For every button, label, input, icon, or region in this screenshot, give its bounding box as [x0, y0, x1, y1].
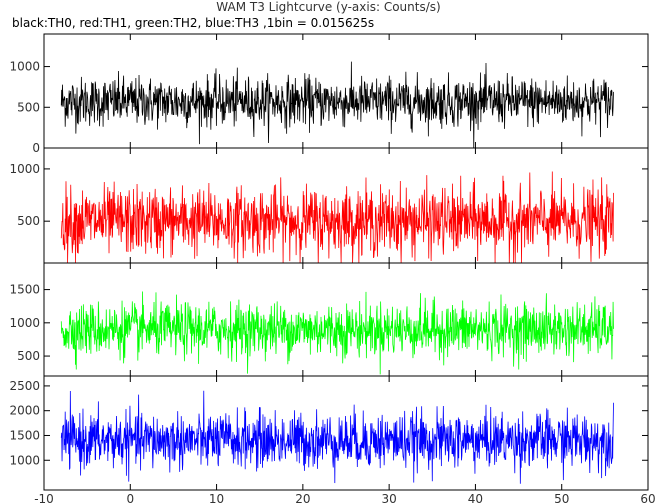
y-tick-label: 500 — [17, 349, 40, 363]
x-tick-label: 60 — [640, 492, 655, 504]
x-tick-label: 10 — [209, 492, 224, 504]
series-line-th0 — [60, 61, 614, 149]
x-tick-label: 30 — [382, 492, 397, 504]
y-tick-label: 1000 — [9, 162, 40, 176]
y-tick-label: 500 — [17, 100, 40, 114]
x-tick-label: 40 — [468, 492, 483, 504]
x-tick-label: 0 — [126, 492, 134, 504]
y-tick-label: 1500 — [9, 428, 40, 442]
y-tick-label: 1000 — [9, 60, 40, 74]
x-tick-label: 50 — [554, 492, 569, 504]
series-line-th3 — [60, 390, 614, 484]
y-tick-label: 2500 — [9, 379, 40, 393]
y-tick-label: 0 — [32, 141, 40, 155]
y-tick-label: 500 — [17, 214, 40, 228]
y-tick-label: 2000 — [9, 404, 40, 418]
panel-frame-3 — [43, 375, 649, 491]
y-tick-label: 1500 — [9, 283, 40, 297]
x-tick-label: -10 — [34, 492, 54, 504]
x-tick-label: 20 — [295, 492, 310, 504]
chart-title: WAM T3 Lightcurve (y-axis: Counts/s) — [216, 0, 441, 14]
series-line-th1 — [60, 171, 614, 264]
chart-subtitle: black:TH0, red:TH1, green:TH2, blue:TH3 … — [12, 16, 375, 30]
y-tick-label: 1000 — [9, 316, 40, 330]
series-line-th2 — [60, 291, 614, 375]
y-tick-label: 1000 — [9, 453, 40, 467]
